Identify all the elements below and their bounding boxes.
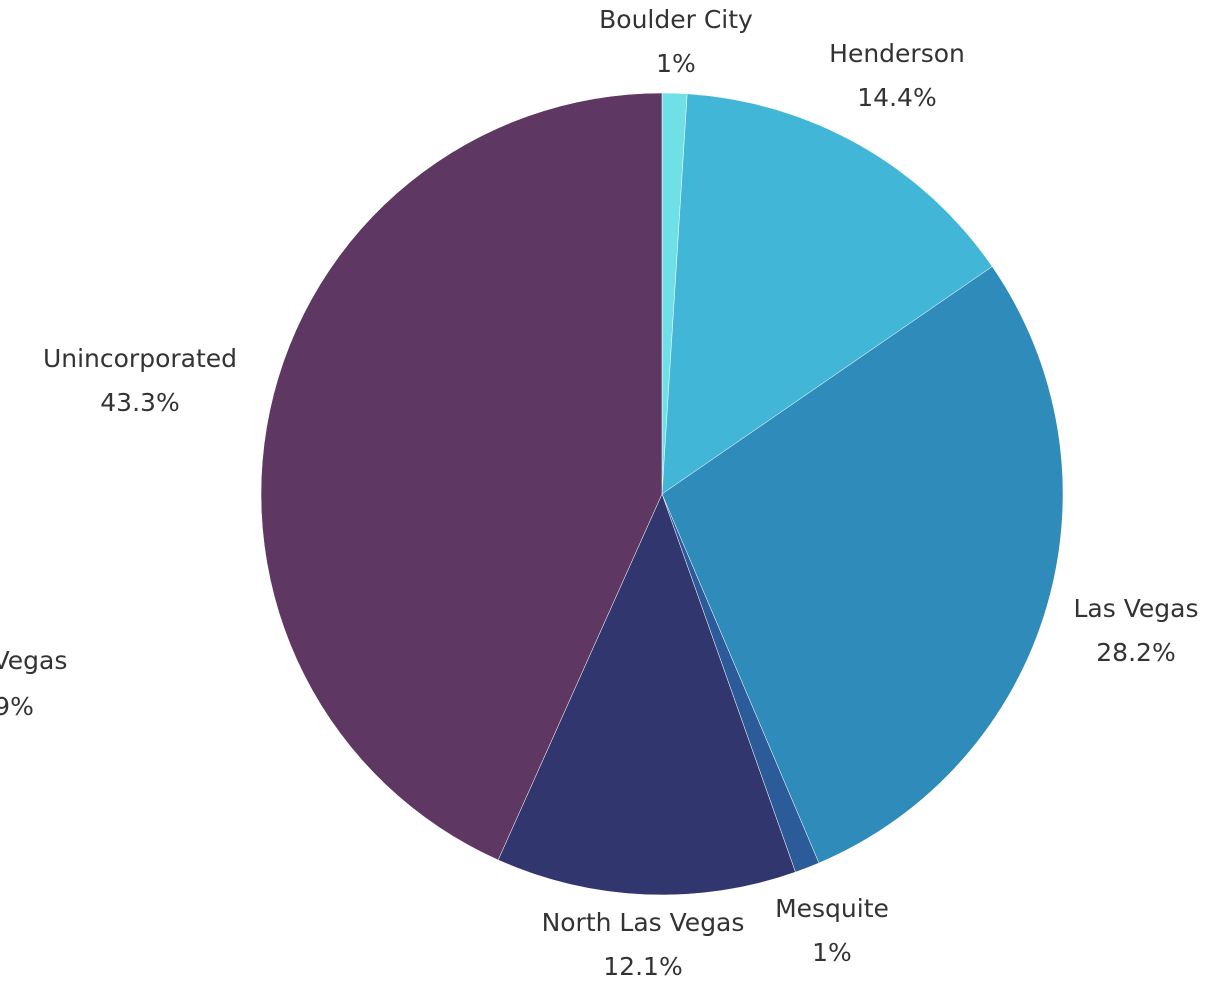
slice-label: Unincorporated [43,344,237,373]
slice-value-label: 14.4% [857,83,936,112]
pie-slice [661,93,993,495]
pie-slice [260,92,663,861]
slice-label: Mesquite [775,894,889,923]
slice-label: Henderson [829,39,965,68]
pie-slice [497,493,796,896]
slice-value-label: 43.3% [100,388,179,417]
slice-label: North Las Vegas [542,908,745,937]
pie-slice [661,266,1064,864]
cropped-label: 9% [0,692,34,721]
slice-label: Las Vegas [1074,594,1199,623]
slice-label: Boulder City [599,5,753,34]
cropped-label: Vegas [0,646,67,675]
slice-value-label: 28.2% [1096,638,1175,667]
slice-value-label: 1% [656,49,696,78]
slice-value-label: 12.1% [603,952,682,981]
slice-value-label: 1% [812,938,852,967]
